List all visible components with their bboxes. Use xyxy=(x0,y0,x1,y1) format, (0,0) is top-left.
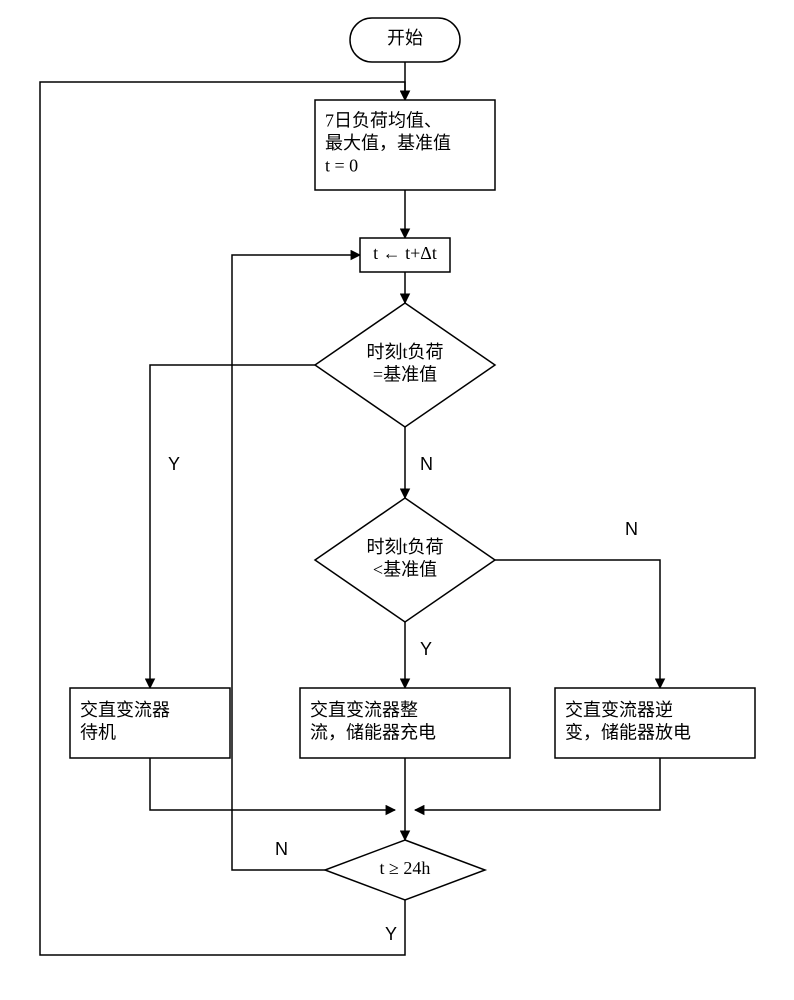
node-text: 待机 xyxy=(80,722,116,742)
node-text: =基准值 xyxy=(373,364,437,384)
node-text: t = 0 xyxy=(325,156,358,176)
node-init: 7日负荷均值、最大值，基准值 t = 0 xyxy=(315,100,495,190)
node-text: 时刻t负荷 xyxy=(366,342,443,362)
edge-label: Y xyxy=(385,924,397,944)
node-text: <基准值 xyxy=(373,559,437,579)
edge-label: Y xyxy=(420,639,432,659)
node-act_standby: 交直变流器待机 xyxy=(70,688,230,758)
node-text: 流，储能器充电 xyxy=(310,722,436,742)
node-text: 7日负荷均值、 xyxy=(325,111,442,131)
node-text: 变，储能器放电 xyxy=(565,722,691,742)
node-act_charge: 交直变流器整流，储能器充电 xyxy=(300,688,510,758)
edge xyxy=(40,82,405,955)
edge-label: N xyxy=(625,519,638,539)
node-text: 时刻t负荷 xyxy=(366,537,443,557)
node-text: t ← t+Δt xyxy=(373,243,437,263)
node-dec3: t ≥ 24h xyxy=(325,840,485,900)
node-text: 最大值，基准值 xyxy=(325,133,451,153)
node-text: t ≥ 24h xyxy=(380,858,431,878)
node-dec1: 时刻t负荷=基准值 xyxy=(315,303,495,427)
edge xyxy=(495,560,660,688)
edge xyxy=(415,758,660,810)
edge-label: N xyxy=(420,454,433,474)
node-text: 交直变流器逆 xyxy=(565,700,673,720)
edge xyxy=(150,758,395,810)
edge-label: Y xyxy=(168,454,180,474)
node-text: 开始 xyxy=(387,28,423,48)
node-step: t ← t+Δt xyxy=(360,238,450,272)
node-text: 交直变流器整 xyxy=(310,700,418,720)
node-start: 开始 xyxy=(350,18,460,62)
edge-label: N xyxy=(275,839,288,859)
node-act_discharge: 交直变流器逆变，储能器放电 xyxy=(555,688,755,758)
node-text: 交直变流器 xyxy=(80,700,170,720)
node-dec2: 时刻t负荷<基准值 xyxy=(315,498,495,622)
